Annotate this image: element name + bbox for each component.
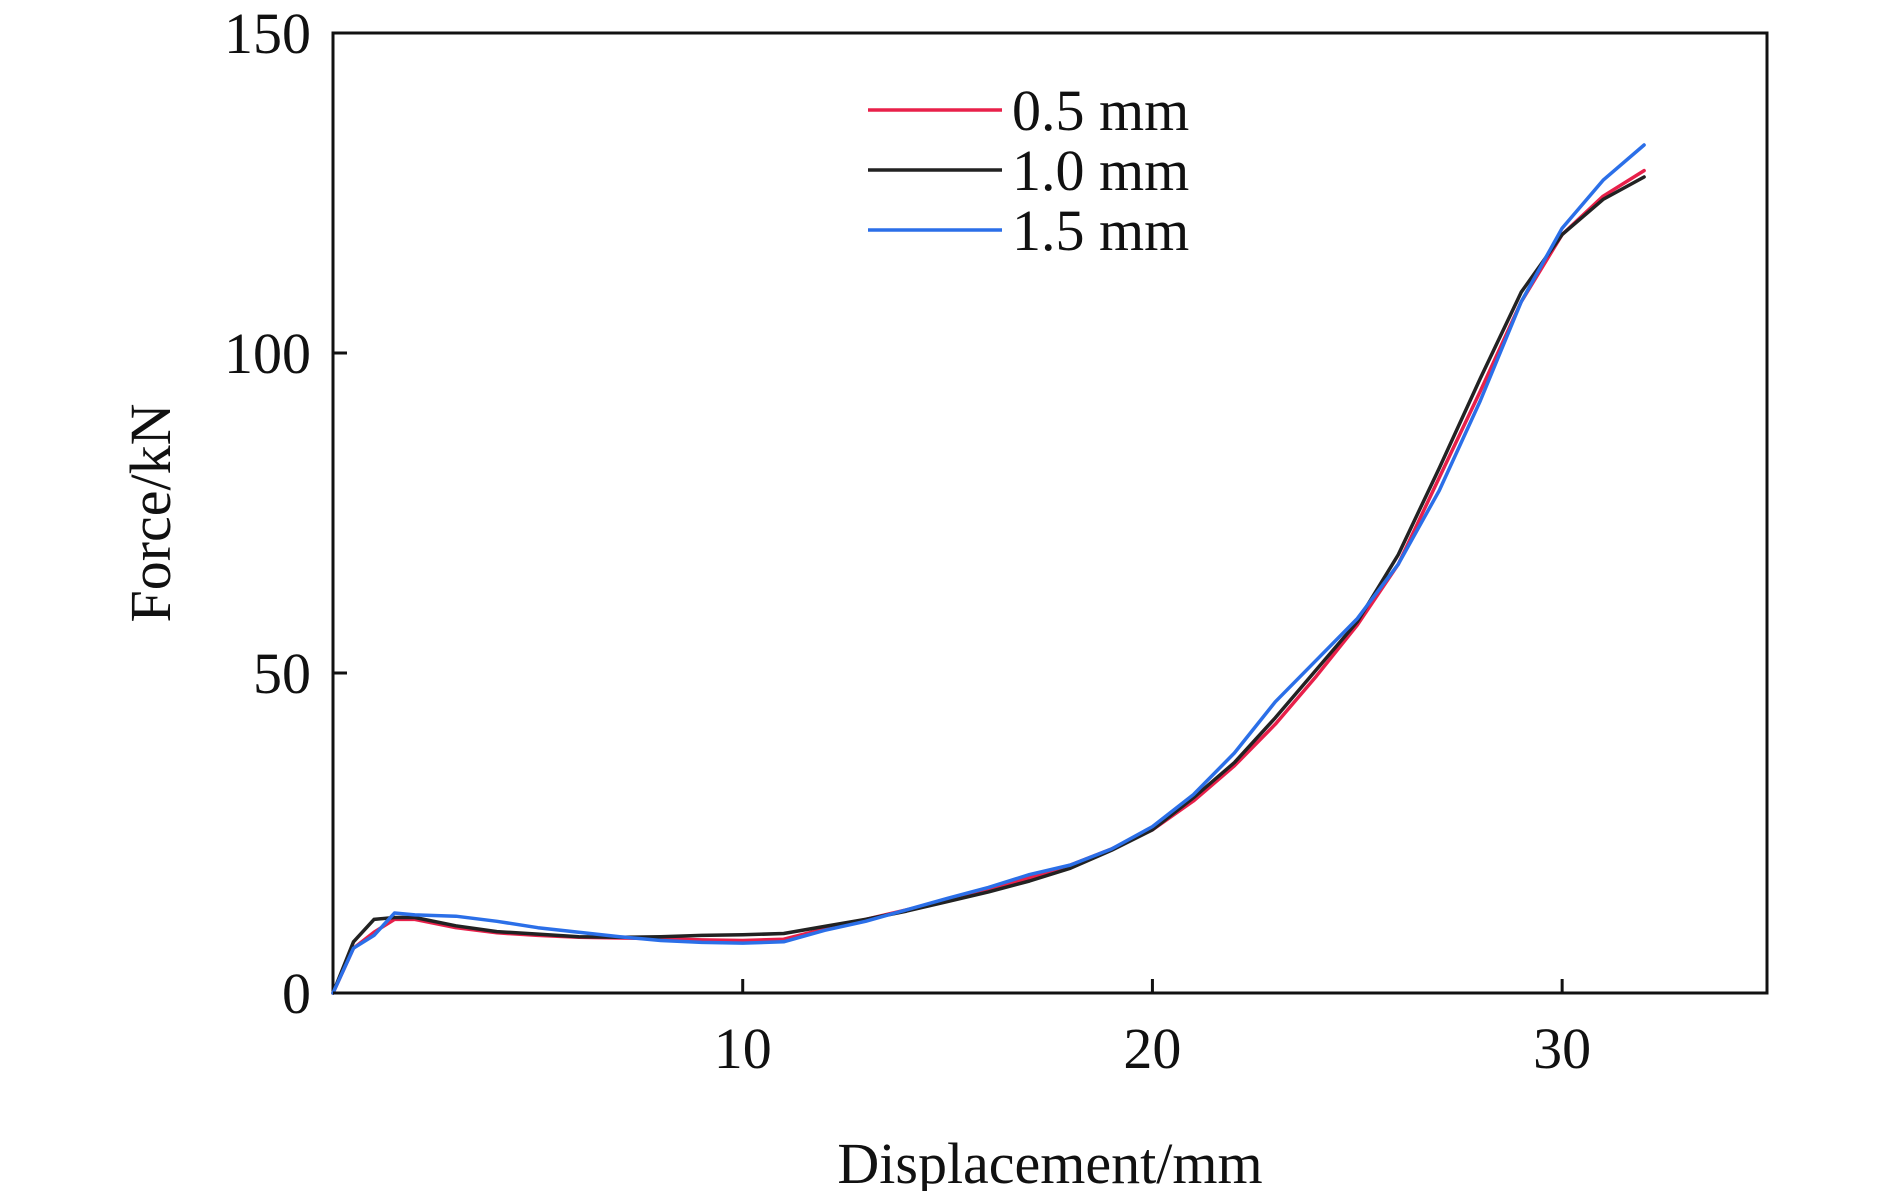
series-line-1-5-mm <box>331 143 1646 995</box>
plot-frame <box>331 31 1769 995</box>
x-tick-label: 10 <box>714 1016 772 1081</box>
series-layer <box>331 143 1646 995</box>
legend-label: 1.5 mm <box>1012 198 1189 263</box>
tick-layer: 10 20 30 0 50 100 150 <box>224 1 1591 1081</box>
series-line-0-5-mm <box>331 168 1646 995</box>
x-tick-label: 30 <box>1533 1016 1591 1081</box>
legend-label: 1.0 mm <box>1012 138 1189 203</box>
y-tick-label: 50 <box>253 641 311 706</box>
x-axis-title: Displacement/mm <box>837 1131 1262 1191</box>
x-tick-label: 20 <box>1123 1016 1181 1081</box>
legend-label: 0.5 mm <box>1012 78 1189 143</box>
y-tick-label: 150 <box>224 1 311 66</box>
y-tick-label: 0 <box>282 961 311 1026</box>
legend: 0.5 mm1.0 mm1.5 mm <box>868 78 1189 263</box>
y-axis-title: Force/kN <box>118 403 183 622</box>
y-tick-label: 100 <box>224 321 311 386</box>
series-line-1-0-mm <box>331 175 1646 995</box>
